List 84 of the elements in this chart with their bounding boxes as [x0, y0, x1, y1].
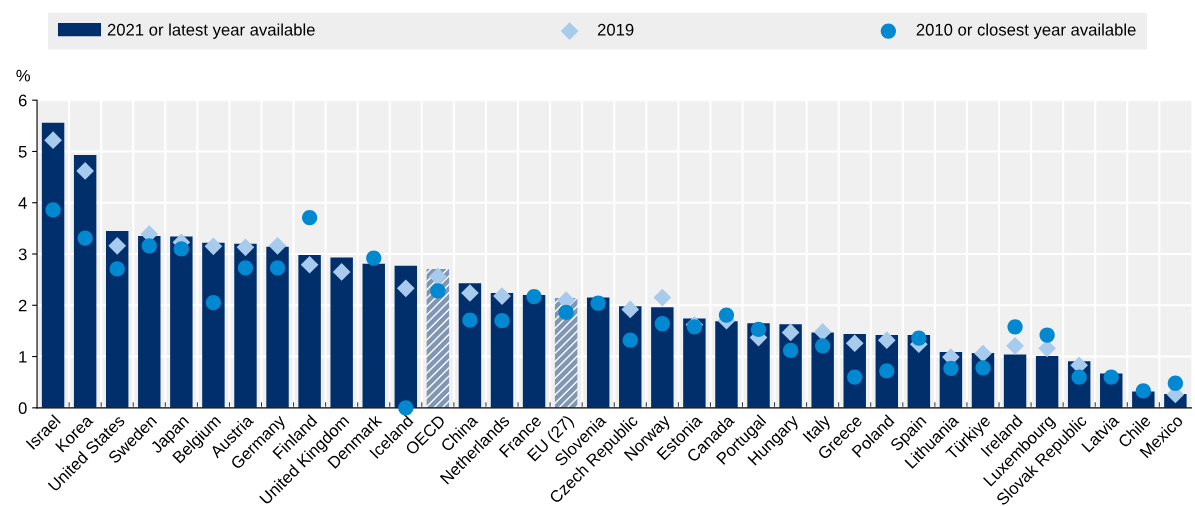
y-tick-label: 0 — [18, 402, 27, 415]
bar — [683, 318, 706, 408]
point — [943, 360, 959, 376]
y-tick-label: 2 — [18, 299, 27, 312]
y-tick-label: 3 — [18, 248, 27, 261]
bar — [651, 307, 674, 408]
point — [622, 332, 638, 348]
bar — [586, 297, 610, 408]
point — [76, 162, 94, 180]
point — [781, 323, 800, 342]
point — [141, 238, 157, 254]
point — [366, 250, 382, 266]
point — [204, 237, 223, 256]
point — [205, 295, 222, 311]
point — [1039, 327, 1055, 343]
point — [815, 338, 831, 354]
point — [108, 236, 127, 255]
point — [44, 131, 62, 150]
point — [493, 287, 511, 305]
bar — [362, 263, 385, 408]
bar — [330, 257, 353, 408]
y-tick-label: 1 — [19, 351, 27, 363]
point — [398, 400, 414, 416]
point — [877, 331, 896, 349]
point — [847, 369, 863, 385]
point — [879, 363, 895, 379]
point — [654, 316, 670, 332]
bar — [202, 242, 225, 408]
point — [268, 236, 287, 255]
bar — [298, 255, 321, 408]
point — [430, 283, 446, 299]
bar — [41, 122, 65, 408]
point — [109, 261, 125, 277]
point — [494, 313, 510, 329]
point — [621, 300, 640, 319]
point — [718, 307, 735, 323]
point — [975, 360, 991, 376]
point — [269, 260, 286, 276]
point — [813, 323, 832, 341]
point — [782, 342, 799, 359]
point — [332, 263, 351, 281]
point — [1167, 375, 1184, 391]
point — [911, 330, 927, 346]
bar — [266, 246, 289, 408]
point — [300, 255, 319, 274]
point — [77, 230, 93, 246]
y-tick-label: 4 — [18, 197, 27, 209]
point — [1007, 319, 1023, 335]
point — [845, 334, 864, 353]
bar — [73, 155, 97, 408]
y-tick-label: 5 — [18, 146, 27, 158]
bar — [1035, 356, 1059, 408]
bar — [170, 236, 193, 408]
point — [590, 295, 606, 311]
bar — [105, 230, 129, 408]
point — [237, 260, 254, 276]
point — [462, 312, 478, 328]
bar — [234, 243, 257, 408]
point — [1006, 336, 1024, 355]
point — [1135, 383, 1151, 399]
point — [1103, 369, 1119, 385]
point — [558, 304, 574, 321]
point — [173, 241, 189, 257]
legend-label: 2010 or closest year available — [916, 23, 1136, 39]
bar — [715, 321, 738, 408]
bar — [522, 295, 546, 408]
point — [301, 209, 318, 226]
point — [236, 238, 255, 257]
point — [396, 279, 415, 298]
point — [461, 284, 479, 302]
point — [45, 202, 61, 218]
bar — [138, 236, 161, 408]
point — [526, 288, 542, 305]
legend-label: 2019 — [597, 23, 634, 36]
y-tick-label: 6 — [18, 94, 27, 107]
bar — [394, 265, 418, 408]
point — [750, 321, 767, 338]
legend-label: 2021 or latest year available — [107, 23, 315, 39]
point — [974, 344, 992, 363]
bar — [1003, 354, 1027, 408]
point — [653, 288, 672, 307]
y-axis-title: % — [16, 69, 31, 82]
point — [429, 267, 447, 286]
point — [686, 319, 703, 335]
